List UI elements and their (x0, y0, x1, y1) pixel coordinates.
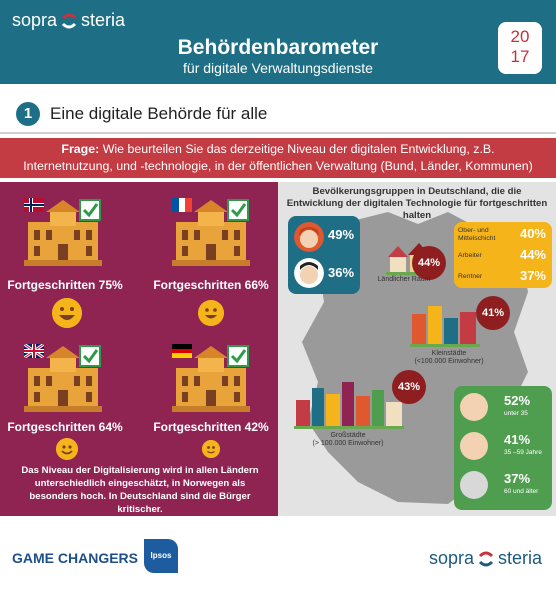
age-pct: 52% (504, 393, 531, 408)
social-pct: 44% (519, 247, 546, 262)
big-smile-icon (52, 298, 82, 328)
france-label: Fortgeschritten 66% (153, 278, 269, 292)
age-pct: 37% (504, 471, 531, 486)
year-bottom: 17 (510, 47, 530, 66)
social-class-box: Ober- und Mittelschicht 40% Arbeiter 44%… (454, 222, 552, 288)
norway-label: Fortgeschritten 75% (7, 278, 123, 292)
smile-icon (198, 300, 224, 326)
country-comparison-panel: Fortgeschritten 75% Fortgeschritten 66% (0, 182, 278, 516)
small-town-pct: 41% (476, 296, 510, 330)
question-prefix: Frage: (61, 142, 100, 156)
year-top: 20 (510, 27, 530, 46)
small-town-icon (410, 306, 480, 347)
section-label: Eine digitale Behörde für alle (50, 104, 268, 123)
section-divider (0, 132, 556, 134)
man-pct: 36% (328, 265, 355, 280)
big-city-label: Großstädte (> 100.000 Einwohner) (300, 432, 396, 448)
social-pct: 40% (519, 226, 546, 241)
page-subtitle: für digitale Verwaltungsdienste (183, 60, 373, 76)
social-row: Rentner 37% (458, 266, 548, 286)
social-row: Ober- und Mittelschicht 40% (458, 224, 548, 244)
sopra-steria-mark-icon (60, 12, 78, 30)
panel-title: Bevölkerungsgruppen in Deutschland, die … (286, 186, 548, 221)
age-box: 52% unter 35 41% 35 –59 Jahre 37% 60 und… (454, 386, 552, 510)
question-banner: Frage: Wie beurteilen Sie das derzeitige… (0, 138, 556, 190)
brand-right: steria (81, 10, 126, 30)
woman-icon (294, 222, 324, 252)
age-label: 60 und älter (504, 488, 539, 495)
section-number: 1 (16, 102, 40, 126)
brand-right: steria (497, 548, 542, 568)
big-city-pct: 43% (392, 370, 426, 404)
social-pct: 37% (519, 268, 546, 283)
social-row: Arbeiter 44% (458, 245, 548, 265)
year-badge: 20 17 (498, 22, 542, 74)
rural-pct: 44% (412, 246, 446, 280)
small-town-sub: (<100.000 Einwohner) (414, 358, 484, 365)
man-icon (294, 258, 324, 288)
social-label: Arbeiter (458, 252, 482, 259)
neutral-smile-icon (202, 440, 220, 458)
woman-pct: 49% (328, 227, 355, 242)
government-building-icon (172, 199, 250, 266)
germany-groups-panel: Bevölkerungsgruppen in Deutschland, die … (278, 182, 556, 516)
left-panel-note: Das Niveau der Digitalisierung wird in a… (21, 465, 259, 515)
big-city-sub: (> 100.000 Einwohner) (312, 440, 384, 447)
middle-aged-person-icon (460, 432, 488, 460)
social-label: Rentner (458, 273, 483, 280)
slight-smile-icon (56, 438, 78, 460)
ipsos-logo: Ipsos (144, 539, 178, 573)
small-town-name: Kleinstädte (431, 350, 467, 357)
section-heading: 1 Eine digitale Behörde für alle (0, 96, 556, 134)
game-changers-logo: GAME CHANGERS (12, 550, 139, 566)
rural-label: Ländlicher Raum (377, 276, 431, 283)
age-row: 41% 35 –59 Jahre (458, 429, 548, 467)
brand-left: sopra (12, 10, 58, 30)
age-label: unter 35 (504, 410, 528, 417)
senior-person-icon (460, 471, 488, 499)
sopra-steria-footer-logo: sopra steria (429, 548, 542, 569)
germany-flag-icon (172, 344, 192, 358)
uk-flag-icon (24, 344, 44, 358)
young-person-icon (460, 393, 488, 421)
sopra-steria-mark-icon (477, 550, 495, 568)
big-city-icon (294, 382, 404, 429)
norway-flag-icon (24, 198, 44, 212)
page-title: Behördenbarometer (177, 36, 379, 59)
gender-box: 49% 36% (288, 216, 360, 294)
age-row: 37% 60 und älter (458, 468, 548, 506)
germany-label: Fortgeschritten 42% (153, 420, 269, 434)
government-building-icon (24, 199, 102, 266)
header-banner: sopra steria Behördenbarometer für digit… (0, 0, 556, 84)
age-row: 52% unter 35 (458, 390, 548, 428)
uk-label: Fortgeschritten 64% (7, 420, 123, 434)
government-building-icon (24, 345, 102, 412)
age-label: 35 –59 Jahre (504, 449, 542, 456)
small-town-label: Kleinstädte (<100.000 Einwohner) (404, 350, 494, 366)
brand-left: sopra (428, 548, 474, 568)
social-label: Ober- und Mittelschicht (458, 227, 496, 242)
big-city-name: Großstädte (330, 432, 366, 439)
government-building-icon (172, 345, 250, 412)
age-pct: 41% (504, 432, 531, 447)
sopra-steria-logo: sopra steria (12, 10, 125, 31)
france-flag-icon (172, 198, 192, 212)
